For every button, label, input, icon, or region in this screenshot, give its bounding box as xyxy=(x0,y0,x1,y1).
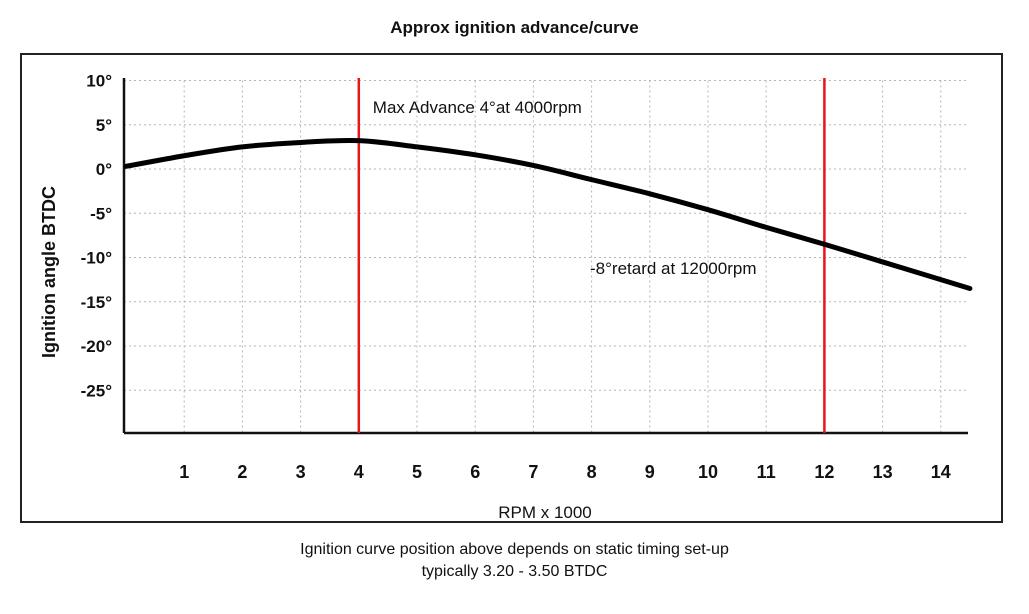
x-tick-label: 1 xyxy=(179,462,189,482)
annotation-max-advance: Max Advance 4°at 4000rpm xyxy=(373,98,582,117)
x-tick-label: 7 xyxy=(528,462,538,482)
annotation-retard: -8°retard at 12000rpm xyxy=(590,259,757,278)
x-tick-label: 14 xyxy=(931,462,951,482)
x-axis-label: RPM x 1000 xyxy=(498,503,592,522)
x-tick-label: 4 xyxy=(354,462,364,482)
series-line-1 xyxy=(123,138,973,291)
y-tick-label: 5° xyxy=(96,116,112,135)
x-tick-label: 10 xyxy=(698,462,718,482)
y-tick-label: 0° xyxy=(96,160,112,179)
y-axis-label: Ignition angle BTDC xyxy=(39,186,59,358)
x-tick-label: 9 xyxy=(645,462,655,482)
x-tick-label: 11 xyxy=(757,462,776,482)
caption-line-1: Ignition curve position above depends on… xyxy=(300,541,729,558)
x-tick-label: 6 xyxy=(470,462,480,482)
y-tick-label: -15° xyxy=(81,293,113,312)
y-tick-label: 10° xyxy=(86,72,112,91)
x-tick-label: 8 xyxy=(587,462,597,482)
y-tick-label: -10° xyxy=(81,249,113,268)
x-tick-label: 3 xyxy=(296,462,306,482)
chart-title: Approx ignition advance/curve xyxy=(390,18,639,37)
x-tick-label: 12 xyxy=(814,462,834,482)
x-tick-label: 5 xyxy=(412,462,422,482)
x-tick-label: 2 xyxy=(237,462,247,482)
caption-line-2: typically 3.20 - 3.50 BTDC xyxy=(421,563,608,580)
y-tick-label: -5° xyxy=(90,204,112,223)
x-tick-label: 13 xyxy=(873,462,893,482)
y-tick-label: -25° xyxy=(81,381,113,400)
y-tick-label: -20° xyxy=(81,337,113,356)
chart-frame xyxy=(20,53,1003,523)
